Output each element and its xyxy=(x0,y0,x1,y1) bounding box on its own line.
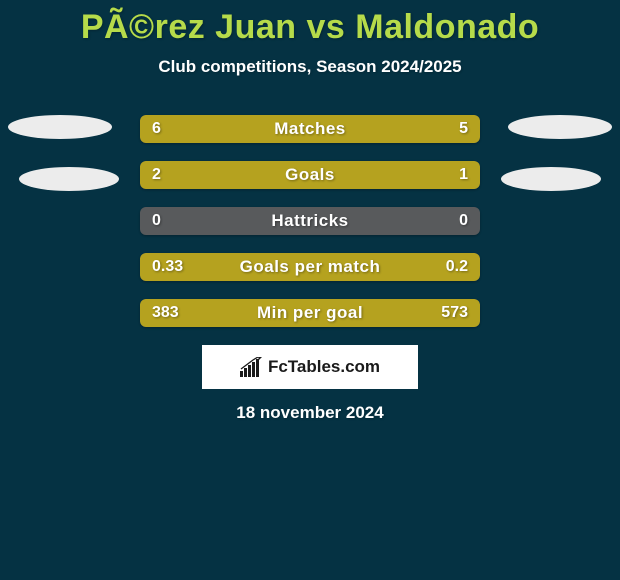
player-platform-left-bottom xyxy=(19,167,119,191)
stats-area: Matches6 5 Goals2 1 Hattricks0 0 Goals per mat… xyxy=(0,115,620,327)
stat-label: Min per goal xyxy=(140,299,480,327)
stat-value-left: 6 xyxy=(152,115,161,143)
chart-icon xyxy=(240,357,262,377)
stat-value-right: 0 xyxy=(459,207,468,235)
stat-row: Hattricks0 0 xyxy=(140,207,480,235)
logo-text: FcTables.com xyxy=(268,357,380,377)
stat-label: Goals xyxy=(140,161,480,189)
page-title: PÃ©rez Juan vs Maldonado xyxy=(0,0,620,47)
stat-rows: Matches6 5 Goals2 1 Hattricks0 0 Goals per mat… xyxy=(0,115,620,327)
stat-label: Matches xyxy=(140,115,480,143)
stat-value-right: 5 xyxy=(459,115,468,143)
player-platform-right-bottom xyxy=(501,167,601,191)
player-platform-left-top xyxy=(8,115,112,139)
logo-box[interactable]: FcTables.com xyxy=(202,345,418,389)
stat-row: Goals2 1 xyxy=(140,161,480,189)
stat-value-right: 0.2 xyxy=(446,253,468,281)
stat-label: Hattricks xyxy=(140,207,480,235)
stat-value-left: 383 xyxy=(152,299,179,327)
comparison-widget: PÃ©rez Juan vs Maldonado Club competitio… xyxy=(0,0,620,580)
stat-row: Matches6 5 xyxy=(140,115,480,143)
subtitle: Club competitions, Season 2024/2025 xyxy=(0,57,620,77)
stat-row: Min per goal383 573 xyxy=(140,299,480,327)
stat-label: Goals per match xyxy=(140,253,480,281)
stat-value-left: 0 xyxy=(152,207,161,235)
stat-row: Goals per match0.33 0.2 xyxy=(140,253,480,281)
stat-value-left: 2 xyxy=(152,161,161,189)
date-line: 18 november 2024 xyxy=(0,403,620,423)
stat-value-right: 573 xyxy=(441,299,468,327)
stat-value-right: 1 xyxy=(459,161,468,189)
stat-value-left: 0.33 xyxy=(152,253,183,281)
player-platform-right-top xyxy=(508,115,612,139)
